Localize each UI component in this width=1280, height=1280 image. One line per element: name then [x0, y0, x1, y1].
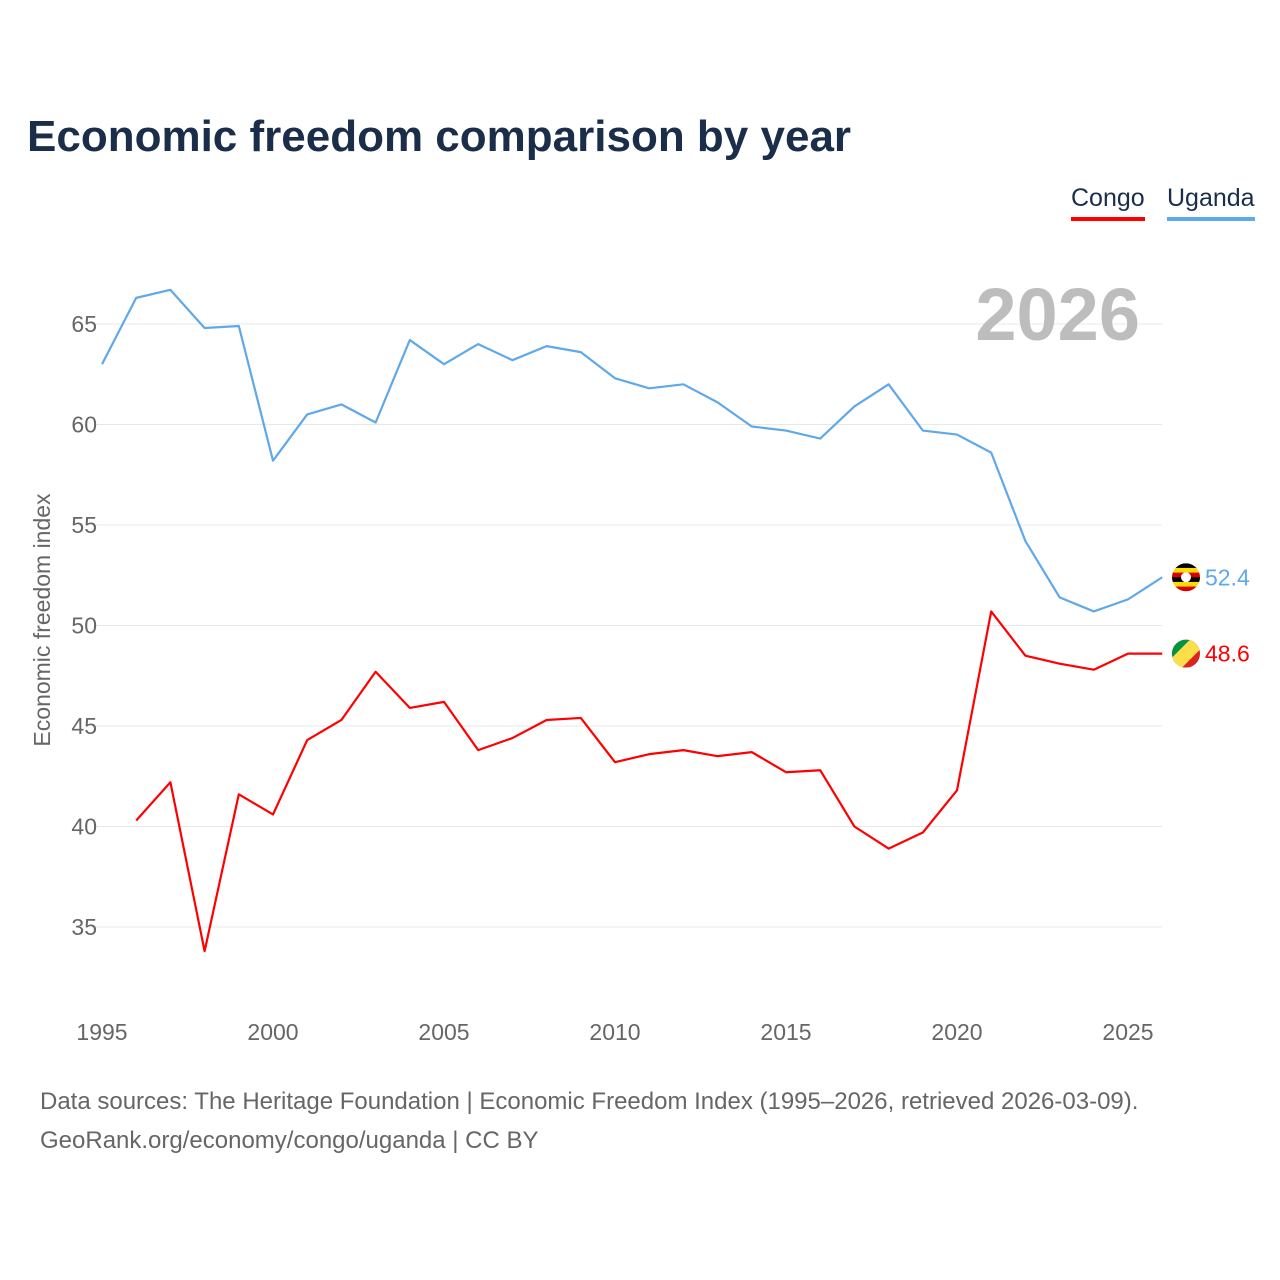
end-label-uganda: 52.4	[1205, 564, 1250, 590]
year-watermark: 2026	[975, 273, 1140, 356]
y-tick-label: 35	[71, 914, 97, 940]
x-tick-label: 2015	[760, 1019, 811, 1045]
x-tick-label: 2000	[247, 1019, 298, 1045]
y-tick-label: 65	[71, 311, 97, 337]
y-tick-label: 40	[71, 814, 97, 840]
y-tick-label: 60	[71, 412, 97, 438]
end-label-congo: 48.6	[1205, 641, 1250, 667]
x-tick-label: 2020	[931, 1019, 982, 1045]
x-tick-label: 2010	[589, 1019, 640, 1045]
x-tick-label: 2005	[418, 1019, 469, 1045]
y-tick-label: 50	[71, 613, 97, 639]
source-line-1: Data sources: The Heritage Foundation | …	[40, 1088, 1139, 1115]
series-line-congo	[135, 610, 1163, 953]
legend-congo[interactable]: Congo	[1071, 184, 1145, 221]
flag-uganda-icon	[1172, 563, 1200, 592]
y-tick-label: 55	[71, 512, 97, 538]
x-tick-label: 2025	[1102, 1019, 1153, 1045]
chart-title: Economic freedom comparison by year	[27, 112, 852, 161]
series-line-uganda	[101, 288, 1163, 613]
x-tick-label: 1995	[76, 1019, 127, 1045]
flag-congo-icon	[1172, 639, 1200, 668]
y-axis-label: Economic freedom index	[29, 493, 55, 747]
legend-uganda[interactable]: Uganda	[1167, 184, 1255, 221]
y-tick-label: 45	[71, 713, 97, 739]
source-line-2: GeoRank.org/economy/congo/uganda | CC BY	[40, 1127, 539, 1154]
